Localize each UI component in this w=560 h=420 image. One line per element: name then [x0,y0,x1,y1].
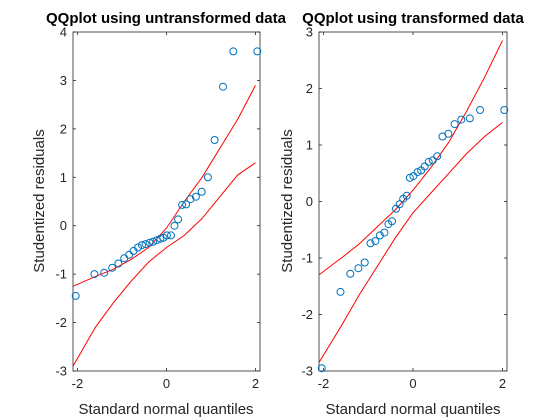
data-point [145,238,154,247]
data-point [444,129,453,138]
points [317,106,509,373]
data-point [366,239,375,248]
data-point [71,291,80,300]
y-tick-label: -3 [301,364,313,379]
data-point [219,82,227,91]
y-axis-label: Studentized residuals [31,129,48,272]
data-point [388,217,396,226]
plot-frame [318,31,508,372]
envelope-lower-line [318,122,503,363]
data-point [336,287,345,296]
plot-transformed: -2 0 2 -3 -2 -1 0 1 2 3 QQplot using transformed … [279,10,524,418]
data-point [375,231,384,240]
data-point [162,231,171,240]
data-point [360,258,369,267]
envelope [318,40,503,363]
y-tick-label: 3 [60,73,67,88]
data-point [197,187,206,196]
data-point [90,270,99,279]
data-point [149,237,158,246]
data-point [420,162,429,171]
x-tick-label: -2 [72,376,84,391]
data-point [114,259,123,268]
y-tick-label: 3 [306,25,313,40]
data-point [170,221,179,230]
data-point [120,254,129,263]
data-point [450,120,459,129]
data-point [191,192,200,201]
data-point [413,168,422,177]
envelope-upper-line [72,85,256,287]
y-tick-label: -2 [55,315,67,330]
x-tick-label: 0 [163,376,170,391]
y-tick-label: 2 [306,81,313,96]
plot-untransformed: -2 0 2 -3 -2 -1 0 1 2 3 4 QQplot using untransform… [31,10,287,418]
data-point [395,200,404,209]
data-point [186,195,195,204]
data-point [457,115,466,124]
data-point [174,215,183,224]
chart-title: QQplot using untransformed data [46,10,287,27]
ticks: -2 0 2 -3 -2 -1 0 1 2 3 4 [55,25,260,391]
data-point [100,268,109,277]
data-point [134,243,142,252]
data-point [141,240,150,249]
y-tick-label: -1 [301,251,313,266]
x-tick-label: -2 [318,376,330,391]
y-axis-label: Studentized residuals [279,129,296,272]
x-axis-label: Standard normal quantiles [325,401,500,418]
data-point [108,263,117,272]
data-point [167,231,175,240]
data-point [253,47,262,56]
data-point [354,264,363,273]
y-tick-label: -3 [55,364,67,379]
y-tick-label: 1 [60,170,67,185]
data-point [428,156,437,165]
x-tick-label: 2 [252,376,259,391]
data-point [465,114,474,123]
data-point [424,157,433,166]
data-point [229,47,238,56]
y-tick-label: -2 [301,307,313,322]
y-tick-label: 0 [60,218,67,233]
envelope-lower-line [72,162,256,367]
y-tick-label: 2 [60,121,67,136]
data-point [317,364,326,373]
y-tick-label: -1 [55,267,67,282]
points [71,47,262,300]
data-point [433,152,442,161]
y-tick-label: 4 [60,25,67,40]
data-point [409,172,418,181]
data-point [346,269,355,278]
data-point [500,106,509,114]
data-point [203,173,212,182]
data-point [178,200,187,209]
data-point [476,106,485,114]
ticks: -2 0 2 -3 -2 -1 0 1 2 3 [301,25,507,391]
data-point [371,237,380,246]
chart-title: QQplot using transformed data [302,10,524,27]
x-axis-label: Standard normal quantiles [78,401,253,418]
y-tick-label: 0 [306,194,313,209]
y-tick-label: 1 [306,138,313,153]
data-point [210,136,219,144]
data-point [138,241,146,250]
x-tick-label: 0 [409,376,416,391]
data-point [380,228,389,237]
data-point [125,250,134,259]
envelope [72,85,256,367]
data-point [182,200,191,209]
envelope-upper-line [318,40,503,276]
data-point [402,191,411,200]
x-tick-label: 2 [499,376,506,391]
